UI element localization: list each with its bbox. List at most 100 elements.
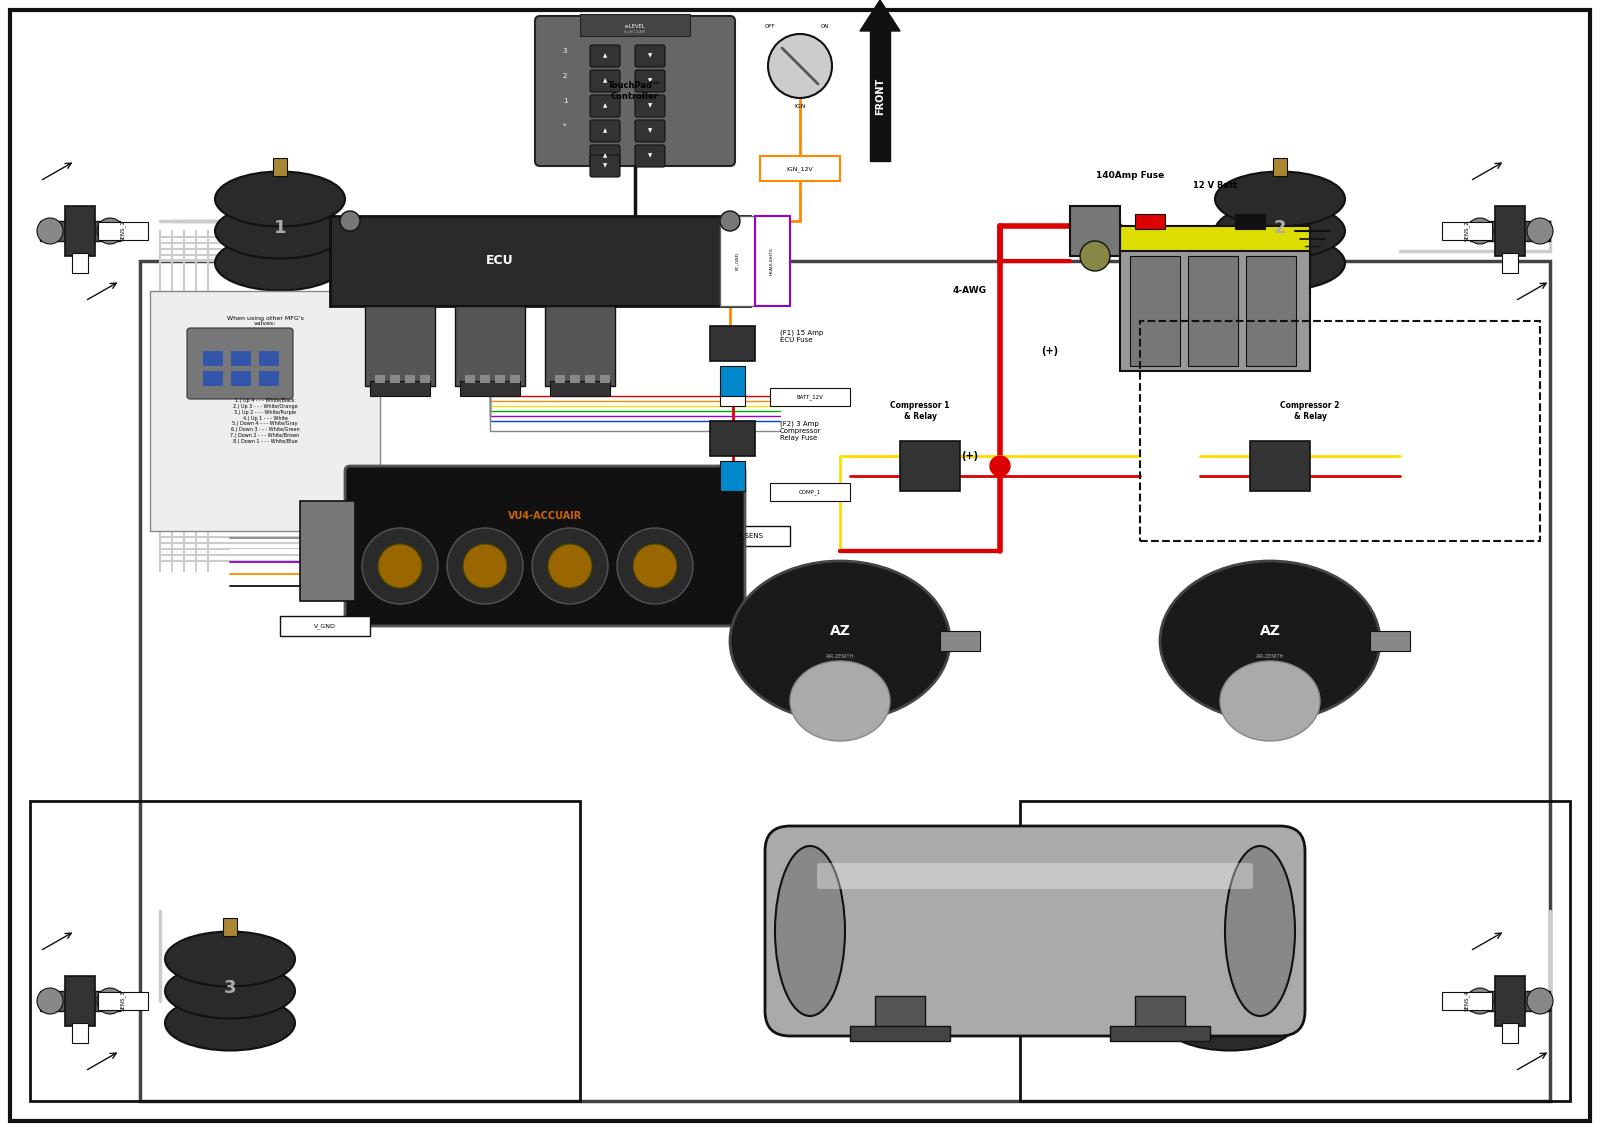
Ellipse shape (1214, 172, 1346, 226)
Bar (875, 996, 925, 1031)
Circle shape (1467, 988, 1493, 1015)
Circle shape (339, 211, 360, 231)
Bar (30, 801, 579, 1100)
Text: (F1) 15 Amp
ECU Fuse: (F1) 15 Amp ECU Fuse (781, 329, 824, 343)
Text: FRONT: FRONT (875, 77, 885, 114)
Text: Compressor 2
& Relay: Compressor 2 & Relay (1280, 402, 1339, 421)
Text: SENS_3: SENS_3 (120, 991, 126, 1011)
Bar (710, 421, 755, 456)
Text: AZ: AZ (1259, 624, 1280, 638)
Text: Compressor 1
& Relay: Compressor 1 & Relay (890, 402, 950, 421)
Bar (1130, 256, 1181, 366)
FancyBboxPatch shape (635, 145, 666, 167)
Text: ▲: ▲ (603, 78, 606, 84)
Circle shape (37, 988, 62, 1015)
Bar (760, 156, 840, 181)
Bar (870, 31, 890, 161)
Bar (1494, 976, 1525, 1026)
Ellipse shape (1226, 846, 1294, 1016)
Ellipse shape (214, 204, 346, 259)
Circle shape (1080, 241, 1110, 271)
Text: 2: 2 (1274, 219, 1286, 238)
FancyBboxPatch shape (818, 863, 1253, 889)
Ellipse shape (165, 995, 294, 1051)
Text: TouchPad™
Controller: TouchPad™ Controller (608, 81, 662, 101)
Bar (494, 375, 506, 383)
Bar (1134, 996, 1186, 1031)
Bar (66, 206, 94, 256)
Ellipse shape (1165, 964, 1294, 1019)
Ellipse shape (165, 964, 294, 1019)
Text: ▲: ▲ (603, 104, 606, 109)
Bar (454, 307, 525, 386)
Bar (40, 221, 120, 241)
Bar (66, 976, 94, 1026)
Text: P_SENS: P_SENS (738, 533, 763, 539)
Text: ▼: ▼ (648, 53, 653, 59)
Bar (1494, 206, 1525, 256)
Bar (510, 375, 520, 383)
Circle shape (1526, 988, 1554, 1015)
Bar (301, 501, 355, 601)
FancyBboxPatch shape (590, 95, 621, 116)
FancyBboxPatch shape (635, 45, 666, 67)
Circle shape (1526, 218, 1554, 244)
FancyBboxPatch shape (765, 826, 1306, 1036)
Bar (98, 222, 147, 240)
Circle shape (98, 988, 123, 1015)
Bar (1470, 221, 1550, 241)
Bar (1021, 801, 1570, 1100)
Bar (1187, 256, 1238, 366)
Text: OFF: OFF (765, 24, 776, 28)
Bar (1442, 222, 1491, 240)
Text: 4-AWG: 4-AWG (954, 286, 987, 295)
Text: SENS_4: SENS_4 (1464, 991, 1470, 1011)
Bar (720, 366, 746, 396)
FancyBboxPatch shape (590, 45, 621, 67)
Bar (40, 991, 120, 1011)
Text: (+): (+) (1042, 346, 1059, 356)
Bar (1246, 256, 1296, 366)
Bar (150, 291, 381, 530)
Text: V_GND: V_GND (314, 623, 336, 629)
Bar (1222, 918, 1237, 936)
Text: 3: 3 (563, 48, 568, 54)
Bar (579, 14, 690, 36)
Text: SENS_2: SENS_2 (1464, 221, 1470, 241)
Text: IGN: IGN (794, 104, 806, 109)
Text: ▼: ▼ (648, 129, 653, 133)
Text: 3: 3 (224, 979, 237, 998)
Text: 4: 4 (1224, 979, 1237, 998)
Bar (141, 261, 1550, 1100)
Text: 2: 2 (563, 74, 566, 79)
Circle shape (462, 544, 507, 588)
Text: 12 V Batt: 12 V Batt (1194, 181, 1237, 190)
Ellipse shape (1160, 561, 1379, 720)
Ellipse shape (1221, 661, 1320, 741)
Bar (466, 375, 475, 383)
Circle shape (768, 34, 832, 98)
Circle shape (446, 528, 523, 604)
Circle shape (362, 528, 438, 604)
Circle shape (634, 544, 677, 588)
Ellipse shape (730, 561, 950, 720)
Bar (720, 391, 746, 406)
Bar (850, 1026, 950, 1041)
Text: SENS_1: SENS_1 (120, 221, 126, 241)
FancyBboxPatch shape (590, 145, 621, 167)
FancyBboxPatch shape (590, 120, 621, 143)
Bar (203, 371, 222, 386)
Text: AIR·ZENITH: AIR·ZENITH (826, 654, 854, 658)
Bar (330, 216, 750, 307)
FancyBboxPatch shape (590, 155, 621, 176)
FancyBboxPatch shape (187, 328, 293, 399)
Bar (1502, 1024, 1518, 1043)
Circle shape (1467, 218, 1493, 244)
Text: VU4-ACCUAIR: VU4-ACCUAIR (507, 511, 582, 521)
Text: ▲: ▲ (603, 154, 606, 158)
Text: AZ: AZ (829, 624, 851, 638)
Bar (555, 375, 565, 383)
Bar (770, 483, 850, 501)
Bar (720, 486, 746, 501)
Circle shape (37, 218, 62, 244)
